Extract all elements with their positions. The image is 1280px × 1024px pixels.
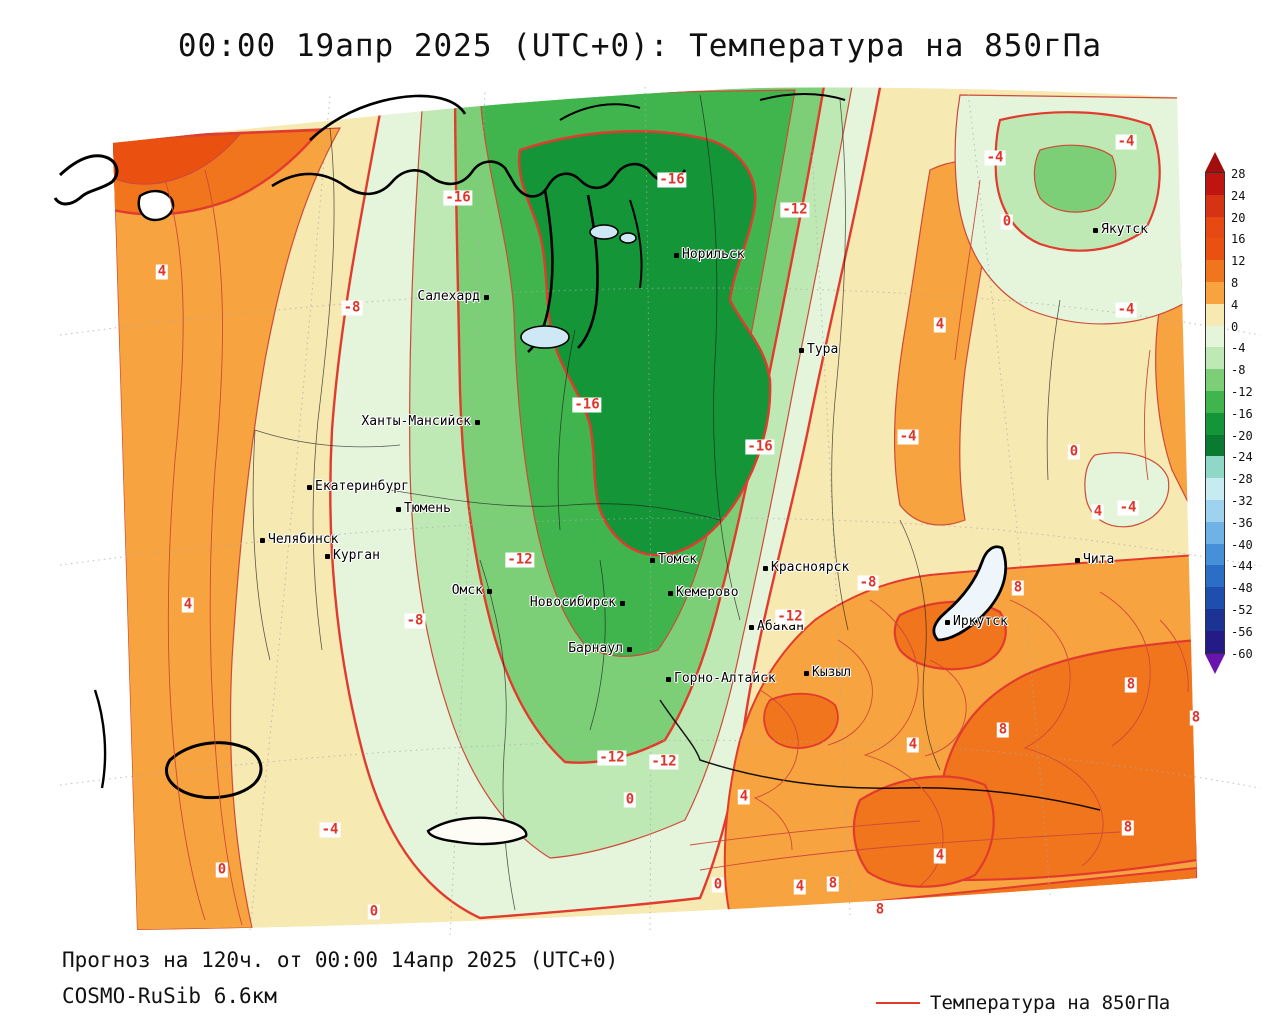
colorbar-label: -4: [1231, 341, 1246, 356]
colorbar-box: [1206, 412, 1224, 435]
colorbar-box: [1206, 521, 1224, 544]
colorbar-boxes: [1205, 172, 1225, 654]
coastline-layer: [53, 93, 1008, 846]
colorbar-arrow-up-icon: [1205, 152, 1225, 172]
fine-contour-layer: [164, 169, 1189, 926]
colorbar-box: [1206, 303, 1224, 326]
colorbar-label: -40: [1231, 537, 1253, 552]
temperature-colorbar: [1205, 152, 1225, 674]
colorbar-label: -60: [1231, 646, 1253, 661]
colorbar-box: [1206, 390, 1224, 413]
colorbar-box: [1206, 238, 1224, 261]
colorbar-box: [1206, 194, 1224, 217]
temperature-fill-layer: [113, 87, 1197, 930]
colorbar-box: [1206, 281, 1224, 304]
colorbar-label: 12: [1231, 254, 1246, 269]
colorbar-label: -24: [1231, 450, 1253, 465]
colorbar-label: 16: [1231, 232, 1246, 247]
legend: Температура на 850гПа: [876, 992, 1170, 1014]
colorbar-label: -36: [1231, 515, 1253, 530]
national-border-layer: [659, 699, 1101, 811]
colorbar-label: 4: [1231, 297, 1239, 312]
colorbar-label: 24: [1231, 188, 1246, 203]
colorbar-label: 20: [1231, 210, 1246, 225]
colorbar-label: -28: [1231, 472, 1253, 487]
colorbar-box: [1206, 369, 1224, 391]
colorbar-box: [1206, 434, 1224, 457]
model-name-text: COSMO-RuSib 6.6км: [62, 984, 277, 1008]
colorbar-label: -32: [1231, 494, 1253, 508]
colorbar-label: -20: [1231, 428, 1253, 443]
colorbar-box: [1206, 565, 1224, 588]
colorbar-arrow-down-icon: [1205, 653, 1225, 674]
colorbar-box: [1206, 216, 1224, 239]
colorbar-box: [1206, 608, 1224, 631]
colorbar-label: -56: [1231, 624, 1253, 639]
colorbar-box: [1206, 587, 1224, 609]
colorbar-label: -48: [1231, 581, 1253, 596]
colorbar-label: 0: [1231, 319, 1239, 334]
colorbar-box: [1206, 260, 1224, 282]
colorbar-box: [1206, 347, 1224, 370]
legend-label: Температура на 850гПа: [930, 992, 1171, 1014]
admin-borders-layer: [252, 94, 1061, 911]
colorbar-box: [1206, 543, 1224, 566]
colorbar-box: [1206, 499, 1224, 522]
colorbar-label: 28: [1231, 167, 1246, 181]
forecast-info-text: Прогноз на 120ч. от 00:00 14апр 2025 (UT…: [62, 948, 619, 972]
colorbar-box: [1206, 630, 1224, 653]
colorbar-label: -52: [1231, 603, 1253, 617]
colorbar-box: [1206, 325, 1224, 348]
colorbar-label: -8: [1231, 363, 1246, 378]
colorbar-label: -16: [1231, 406, 1253, 421]
graticule-layer: [59, 84, 1261, 936]
colorbar-label: -44: [1231, 559, 1253, 574]
page-title: 00:00 19апр 2025 (UTC+0): Температура на…: [177, 28, 1103, 64]
legend-contour-line-sample: [876, 1002, 920, 1004]
colorbar-box: [1206, 478, 1224, 500]
colorbar-box: [1206, 173, 1224, 195]
colorbar-label: 8: [1231, 276, 1239, 290]
colorbar-box: [1206, 456, 1224, 479]
colorbar-label: -12: [1231, 385, 1253, 399]
